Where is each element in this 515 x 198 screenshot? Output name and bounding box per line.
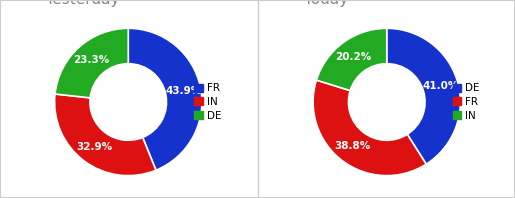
Text: 43.9%: 43.9% — [165, 86, 201, 96]
Wedge shape — [313, 80, 426, 176]
Text: 41.0%: 41.0% — [422, 81, 459, 91]
Text: 23.3%: 23.3% — [73, 55, 109, 65]
Wedge shape — [128, 28, 202, 170]
Wedge shape — [387, 28, 460, 164]
Text: 20.2%: 20.2% — [335, 52, 372, 62]
Text: 32.9%: 32.9% — [76, 142, 113, 152]
Legend: FR, IN, DE: FR, IN, DE — [193, 81, 224, 123]
Text: Yesterday: Yesterday — [45, 0, 120, 7]
Text: 38.8%: 38.8% — [335, 141, 371, 151]
Wedge shape — [316, 28, 387, 91]
Legend: DE, FR, IN: DE, FR, IN — [451, 81, 482, 123]
Text: Today: Today — [304, 0, 348, 7]
Wedge shape — [55, 94, 156, 176]
Wedge shape — [55, 28, 128, 98]
